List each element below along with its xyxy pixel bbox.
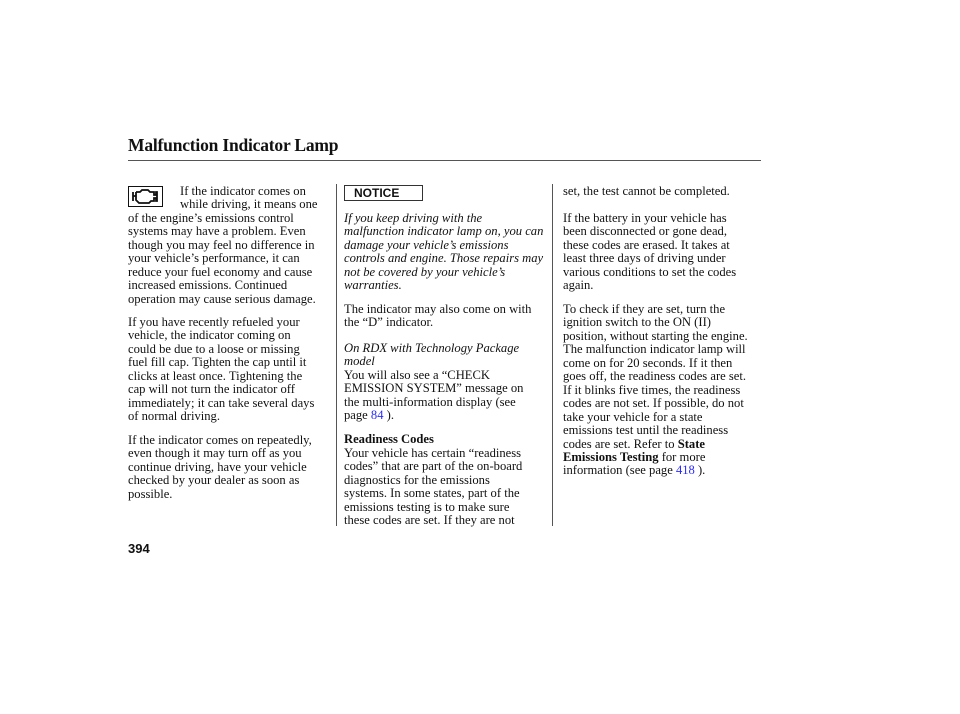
text-line: vehicle, the indicator coming on bbox=[128, 328, 291, 343]
text-line: warranties. bbox=[344, 278, 402, 293]
text-line: though you may feel no difference in bbox=[128, 237, 315, 252]
model-note: On RDX with Technology Package model bbox=[344, 341, 520, 369]
state-emissions-testing-ref: Emissions Testing bbox=[563, 449, 659, 464]
text-line: Your vehicle has certain “readiness bbox=[344, 446, 522, 460]
text-line: If the battery in your vehicle has bbox=[563, 211, 727, 225]
text-line: The malfunction indicator lamp will bbox=[563, 342, 746, 357]
text-line: immediately; it can take several days bbox=[128, 395, 315, 410]
text-line: least three days of driving under bbox=[563, 251, 726, 266]
text-line: If you have recently refueled your bbox=[128, 315, 300, 329]
column-divider bbox=[336, 184, 337, 526]
text-line: model bbox=[344, 354, 375, 369]
text-line: reduce your fuel economy and cause bbox=[128, 264, 313, 279]
readiness-codes-heading: Readiness Codes bbox=[344, 432, 434, 446]
text-line: while driving, it means one bbox=[180, 197, 318, 212]
text-line: could be due to a loose or missing bbox=[128, 341, 300, 356]
text-line: possible. bbox=[128, 486, 173, 501]
column-divider bbox=[552, 184, 553, 526]
text-line: fuel fill cap. Tighten the cap until it bbox=[128, 355, 307, 370]
col1-paragraph-2: If you have recently refueled your vehicl… bbox=[128, 315, 315, 424]
text-line: emissions testing is to make sure bbox=[344, 499, 510, 514]
text-line: systems may have a problem. Even bbox=[128, 224, 306, 239]
text-line: The indicator may also come on with bbox=[344, 302, 532, 316]
col2-paragraph-3: Your vehicle has certain “readiness codes… bbox=[344, 446, 523, 528]
text-line: these codes are set. If they are not bbox=[344, 513, 515, 528]
page-link-84[interactable]: 84 bbox=[370, 408, 384, 423]
col2-paragraph-2: You will also see a “CHECK EMISSION SYSTE… bbox=[344, 368, 524, 423]
title-rule bbox=[128, 160, 761, 161]
text-line: ignition switch to the ON (II) bbox=[563, 315, 711, 330]
text-line: To check if they are set, turn the bbox=[563, 302, 726, 316]
text-line: damage your vehicle’s emissions bbox=[344, 237, 509, 252]
col2-paragraph-1: The indicator may also come on with the “… bbox=[344, 302, 532, 330]
text-line: If the indicator comes on bbox=[180, 184, 306, 198]
text-line: these codes are erased. It takes at bbox=[563, 237, 730, 252]
notice-label: NOTICE bbox=[344, 185, 423, 201]
col3-paragraph-2: If the battery in your vehicle has been d… bbox=[563, 211, 737, 293]
text-line: systems. In some states, part of the bbox=[344, 486, 520, 501]
paragraph-lines: To check if they are set, turn the igniti… bbox=[563, 302, 748, 438]
col3-paragraph-3: To check if they are set, turn the igniti… bbox=[563, 302, 748, 478]
text-line: of normal driving. bbox=[128, 409, 220, 424]
page-title: Malfunction Indicator Lamp bbox=[128, 135, 339, 155]
text-line: not be covered by your vehicle’s bbox=[344, 264, 506, 279]
text-line: of the engine’s emissions control bbox=[128, 211, 294, 225]
col3-paragraph-1: set, the test cannot be completed. bbox=[563, 184, 730, 198]
col1-paragraph-3: If the indicator comes on repeatedly, eve… bbox=[128, 433, 312, 501]
text-line: information (see page 418 ). bbox=[563, 463, 706, 478]
text-line: the “D” indicator. bbox=[344, 315, 434, 330]
text-line: position, without starting the engine. bbox=[563, 328, 748, 343]
paragraph-lines: You will also see a “CHECK EMISSION SYSTE… bbox=[344, 368, 524, 409]
col1-intro-head: If the indicator comes on while driving,… bbox=[180, 184, 318, 212]
text-line: emissions test until the readiness bbox=[563, 423, 729, 438]
text-line: again. bbox=[563, 278, 594, 293]
text-line: been disconnected or gone dead, bbox=[563, 224, 728, 239]
page-link-418[interactable]: 418 bbox=[675, 463, 695, 478]
text-line: increased emissions. Continued bbox=[128, 278, 288, 293]
text-line: EMISSION SYSTEM” message on bbox=[344, 381, 524, 396]
text-line: diagnostics for the emissions bbox=[344, 472, 490, 487]
text-line: If the indicator comes on repeatedly, bbox=[128, 433, 312, 447]
text-line: goes off, the readiness codes are set. bbox=[563, 369, 747, 384]
text-line: come on for 20 seconds. If it then bbox=[563, 355, 733, 370]
state-emissions-testing-ref: State bbox=[677, 436, 705, 451]
text-line: codes are not set. If possible, do not bbox=[563, 396, 744, 411]
text-line: cap will not turn the indicator off bbox=[128, 382, 295, 397]
text-line: If you keep driving with the bbox=[344, 211, 483, 225]
text-line: page 84 ). bbox=[344, 408, 395, 423]
text-line: checked by your dealer as soon as bbox=[128, 473, 300, 488]
text-line: operation may cause serious damage. bbox=[128, 291, 316, 306]
text-line: your vehicle’s performance, it can bbox=[128, 251, 300, 266]
text-line: codes are set. Refer to State bbox=[563, 436, 705, 451]
notice-text: If you keep driving with the malfunction … bbox=[344, 211, 544, 293]
text-line: even though it may turn off as you bbox=[128, 446, 302, 461]
text-line: take your vehicle for a state bbox=[563, 409, 703, 424]
text-line: codes” that are part of the on-board bbox=[344, 459, 523, 474]
text-line: various conditions to set the codes bbox=[563, 264, 737, 279]
col1-paragraph-1: of the engine’s emissions control systems… bbox=[128, 211, 316, 306]
page-number: 394 bbox=[128, 541, 150, 556]
text-line: clicks at least once. Tightening the bbox=[128, 368, 303, 383]
text-line: You will also see a “CHECK bbox=[344, 368, 490, 382]
text-line: Emissions Testing for more bbox=[563, 449, 706, 464]
text-line: continue driving, have your vehicle bbox=[128, 459, 307, 474]
text-line: the multi-information display (see bbox=[344, 394, 516, 409]
check-engine-icon bbox=[128, 186, 163, 207]
text-line: malfunction indicator lamp on, you can bbox=[344, 224, 544, 239]
text-line: If it blinks five times, the readiness bbox=[563, 382, 741, 397]
text-line: set, the test cannot be completed. bbox=[563, 184, 730, 198]
text-line: controls and engine. Those repairs may bbox=[344, 251, 544, 266]
text-line: On RDX with Technology Package bbox=[344, 341, 520, 355]
